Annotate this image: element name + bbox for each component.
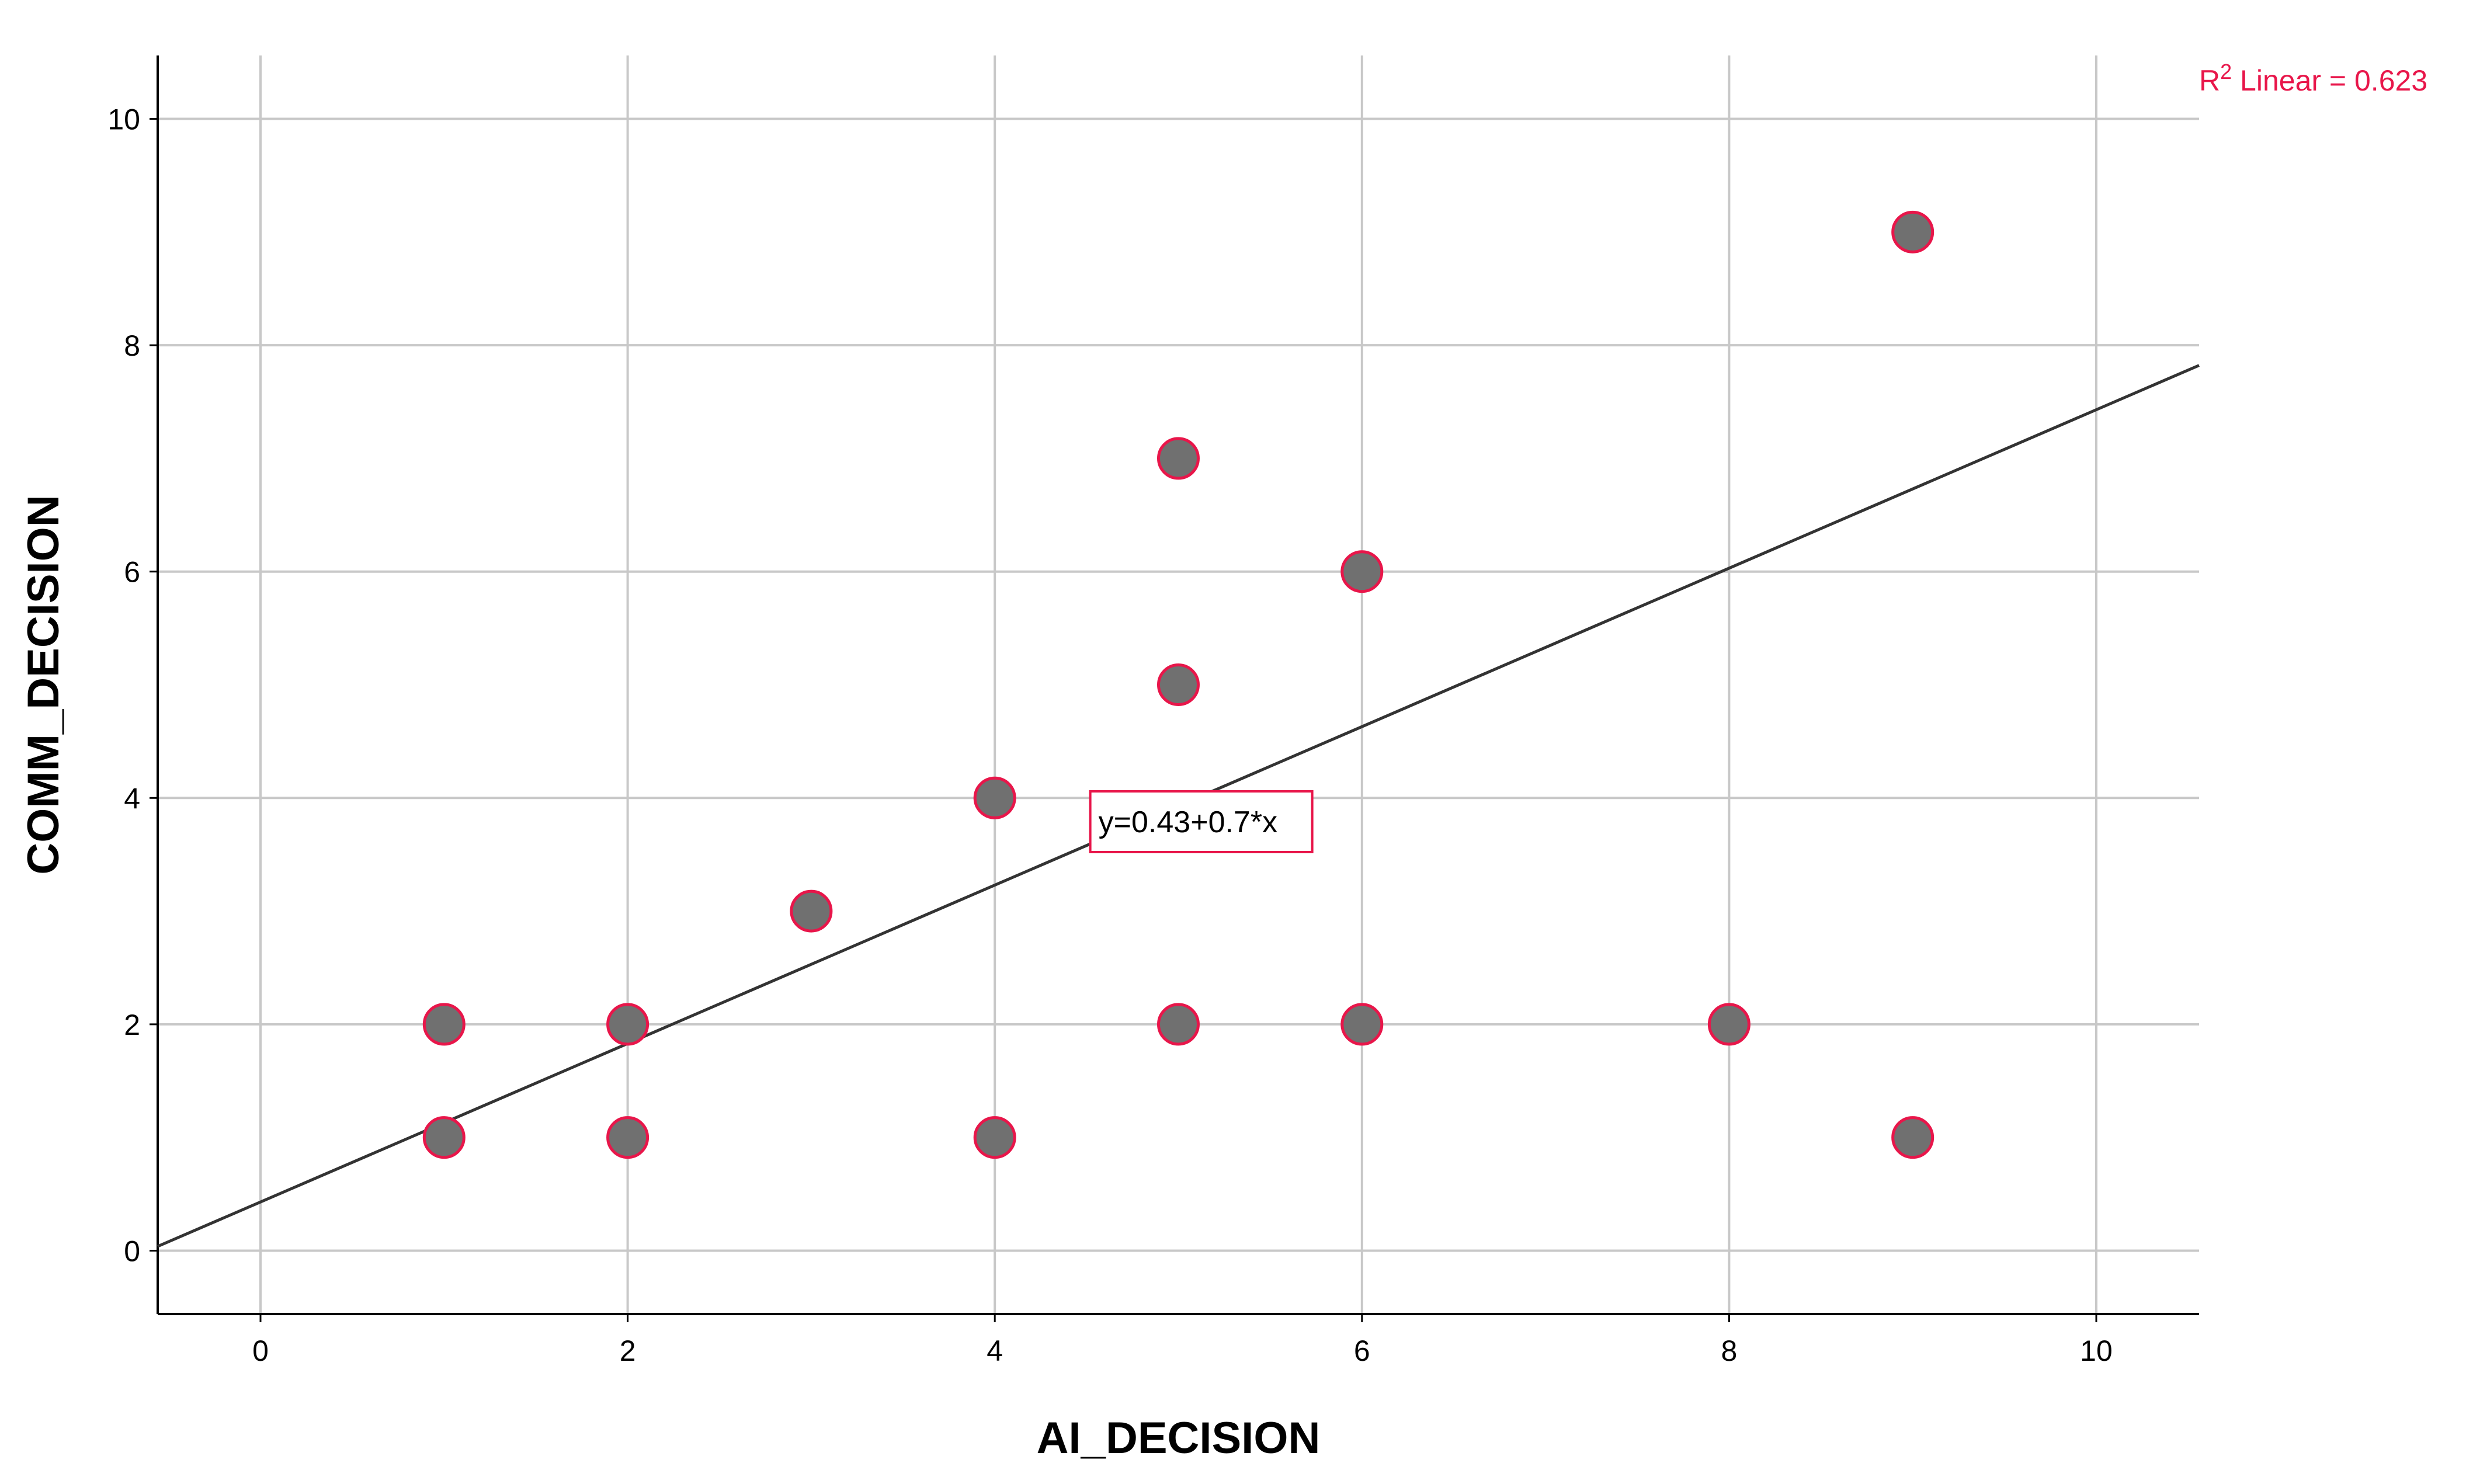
x-axis-title: AI_DECISION — [1037, 1413, 1321, 1463]
fit-annotations: y=0.43+0.7*x R2 Linear = 0.623 — [1089, 60, 2427, 853]
axes — [150, 55, 2199, 1322]
data-points — [422, 210, 1934, 1159]
x-tick-label: 8 — [1721, 1334, 1737, 1367]
data-point — [973, 776, 1016, 819]
data-point — [606, 1116, 650, 1159]
data-point — [1340, 550, 1384, 593]
x-tick-label: 0 — [252, 1334, 269, 1367]
data-point — [606, 1003, 650, 1046]
data-point — [1707, 1003, 1750, 1046]
y-axis-title: COMM_DECISION — [19, 495, 68, 874]
data-point — [1157, 1003, 1200, 1046]
equation-label-box — [1089, 790, 1314, 853]
x-tick-label: 10 — [2080, 1334, 2113, 1367]
tick-labels: 0 2 4 6 8 10 0 2 4 6 8 10 — [107, 103, 2112, 1367]
r-squared-prefix: R — [2199, 64, 2220, 97]
data-point — [973, 1116, 1016, 1159]
data-point — [1157, 437, 1200, 480]
y-tick-label: 8 — [124, 329, 140, 362]
r-squared-value: Linear = 0.623 — [2232, 64, 2427, 97]
data-point — [1891, 210, 1934, 253]
x-tick-label: 2 — [620, 1334, 636, 1367]
y-tick-label: 6 — [124, 556, 140, 589]
data-point — [422, 1116, 466, 1159]
y-tick-label: 2 — [124, 1009, 140, 1041]
x-tick-label: 6 — [1354, 1334, 1370, 1367]
data-point — [790, 889, 833, 933]
data-point — [422, 1003, 466, 1046]
r-squared-label: R2 Linear = 0.623 — [2199, 60, 2427, 97]
equation-label: y=0.43+0.7*x — [1099, 805, 1277, 839]
y-tick-label: 10 — [107, 103, 140, 136]
data-point — [1157, 663, 1200, 706]
x-tick-label: 4 — [987, 1334, 1003, 1367]
y-tick-label: 4 — [124, 782, 140, 815]
r-squared-superscript: 2 — [2220, 60, 2232, 84]
data-point — [1891, 1116, 1934, 1159]
data-point — [1340, 1003, 1384, 1046]
y-tick-label: 0 — [124, 1235, 140, 1267]
